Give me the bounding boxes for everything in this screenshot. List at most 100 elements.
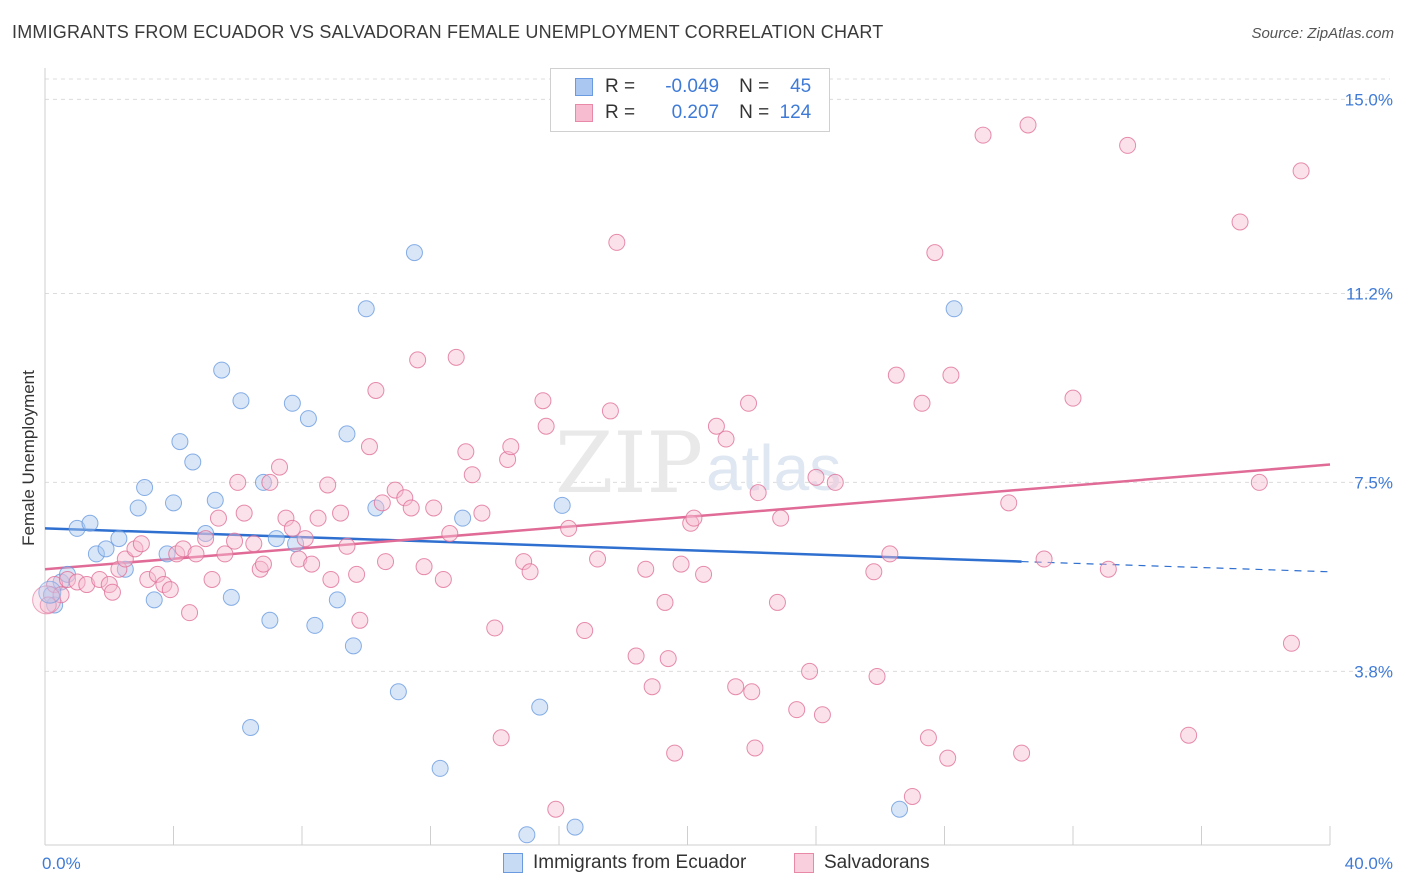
data-point	[1099, 560, 1117, 578]
data-point	[926, 244, 944, 262]
y-tick-label: 7.5%	[1354, 473, 1393, 492]
data-point	[772, 509, 790, 527]
legend-row-salvadorans: R = 0.207 N = 124	[575, 101, 811, 125]
data-point	[319, 476, 337, 494]
data-point	[1064, 389, 1082, 407]
legend-r-value: 0.207	[671, 102, 720, 123]
y-tick-label: 11.2%	[1346, 284, 1393, 303]
data-points	[32, 116, 1310, 844]
data-point	[431, 759, 449, 777]
data-point	[685, 509, 703, 527]
data-point	[515, 553, 533, 571]
data-point	[1180, 726, 1198, 744]
legend-label-ecuador: Immigrants from Ecuador	[533, 852, 747, 873]
data-point	[405, 244, 423, 262]
legend-r-value: -0.049	[665, 76, 720, 97]
data-point	[139, 570, 157, 588]
data-point	[348, 565, 366, 583]
legend-n-label: N =	[739, 102, 770, 123]
data-point	[492, 729, 510, 747]
data-point	[229, 473, 247, 491]
data-point	[68, 519, 86, 537]
data-point	[454, 509, 472, 527]
data-point	[97, 540, 115, 558]
data-point	[589, 550, 607, 568]
data-point	[643, 678, 661, 696]
data-point	[891, 800, 909, 818]
data-point	[148, 565, 166, 583]
data-point	[184, 453, 202, 471]
source-label: Source: ZipAtlas.com	[1251, 25, 1394, 42]
data-point	[232, 392, 250, 410]
data-point	[235, 504, 253, 522]
data-point	[309, 509, 327, 527]
data-point	[261, 473, 279, 491]
data-point	[502, 438, 520, 456]
data-point	[1019, 116, 1037, 134]
x-tick-label: 40.0%	[1345, 854, 1393, 873]
data-point	[1250, 473, 1268, 491]
data-point	[306, 616, 324, 634]
data-point	[656, 593, 674, 611]
data-point	[103, 583, 121, 601]
data-point	[209, 509, 227, 527]
watermark-zip: ZIP	[555, 414, 703, 512]
grid-lines	[45, 78, 1390, 672]
legend-item-salvadorans[interactable]: Salvadorans	[794, 852, 930, 874]
watermark-atlas: atlas	[706, 432, 841, 504]
legend-swatch-salvadorans	[575, 104, 593, 122]
data-point	[396, 489, 414, 507]
data-point	[46, 596, 64, 614]
data-point	[521, 563, 539, 581]
data-point	[518, 826, 536, 844]
legend-swatch-ecuador	[575, 78, 593, 96]
data-point	[332, 504, 350, 522]
y-tick-label: 15.0%	[1345, 90, 1393, 109]
data-point	[377, 553, 395, 571]
data-point	[91, 570, 109, 588]
data-point	[695, 565, 713, 583]
trend-line	[44, 463, 1331, 571]
stats-legend: R = -0.049 N = 45 R = 0.207 N = 124	[550, 68, 830, 132]
data-point	[637, 560, 655, 578]
data-point	[283, 394, 301, 412]
data-point	[807, 468, 825, 486]
data-point	[682, 514, 700, 532]
data-point	[351, 611, 369, 629]
y-axis-title: Female Unemployment	[19, 370, 38, 546]
data-point	[161, 581, 179, 599]
data-point	[425, 499, 443, 517]
data-point	[1000, 494, 1018, 512]
data-point	[1292, 162, 1310, 180]
data-point	[434, 570, 452, 588]
data-point	[360, 438, 378, 456]
data-point	[203, 570, 221, 588]
data-point	[903, 787, 921, 805]
data-point	[463, 466, 481, 484]
data-point	[206, 491, 224, 509]
data-point	[165, 494, 182, 512]
data-point	[216, 545, 234, 563]
data-point	[608, 233, 626, 251]
data-point	[197, 530, 215, 548]
data-point	[129, 499, 147, 517]
data-point	[145, 591, 163, 609]
data-point	[788, 701, 806, 719]
data-point	[1231, 213, 1249, 231]
data-point	[367, 382, 385, 400]
data-point	[1013, 744, 1031, 762]
data-point	[547, 800, 565, 818]
data-point	[213, 361, 231, 379]
x-tick-label: 0.0%	[42, 854, 81, 873]
data-point	[727, 678, 745, 696]
data-point	[39, 596, 57, 614]
data-point	[746, 739, 764, 757]
data-point	[271, 458, 289, 476]
data-point	[38, 580, 62, 604]
legend-item-ecuador[interactable]: Immigrants from Ecuador	[503, 852, 746, 874]
legend-r-label: R =	[605, 76, 636, 97]
data-point	[627, 647, 645, 665]
data-point	[826, 473, 844, 491]
legend-r-label: R =	[605, 102, 636, 123]
